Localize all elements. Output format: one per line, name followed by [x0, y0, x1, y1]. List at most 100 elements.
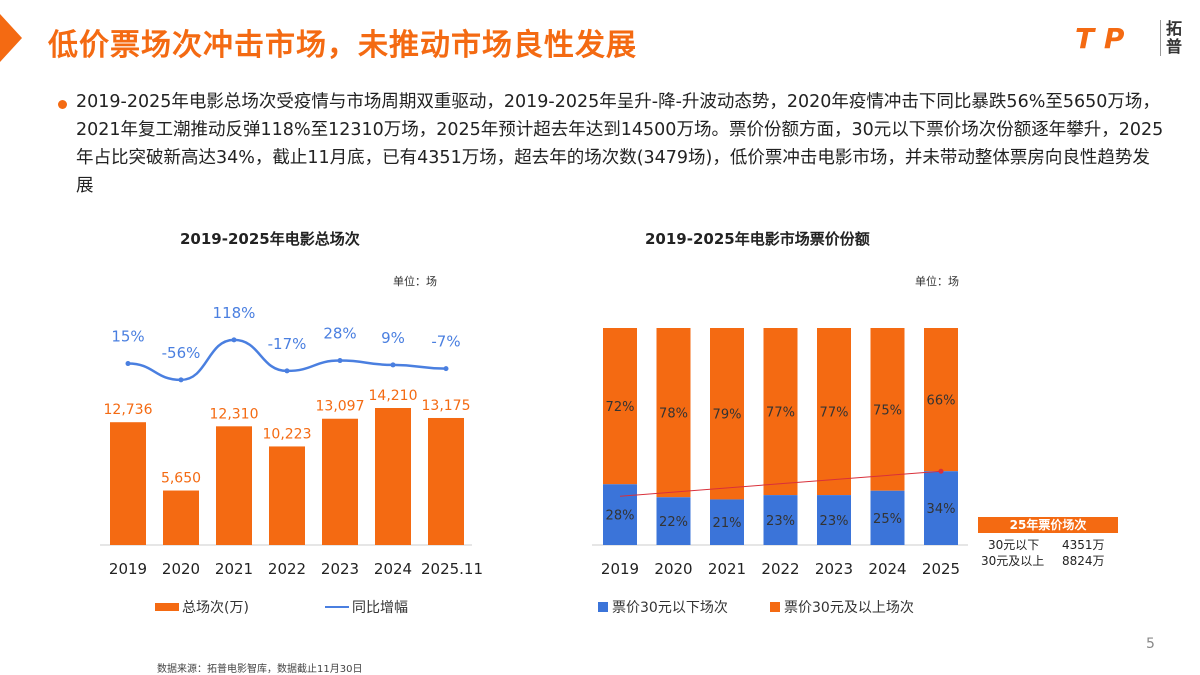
- bar: [216, 426, 252, 545]
- bar-data-label: 5,650: [161, 471, 201, 487]
- x-tick-label: 2021: [215, 560, 253, 578]
- bar: [428, 417, 464, 545]
- legend-item-low: 票价30元以下场次: [598, 597, 728, 617]
- chart1-title: 2019-2025年电影总场次: [180, 230, 360, 248]
- x-tick-label: 2020: [654, 560, 692, 578]
- summary-text: 2019-2025年电影总场次受疫情与市场周期双重驱动，2019-2025年呈升…: [76, 92, 1164, 196]
- bar-segment-low: [817, 495, 851, 545]
- chart1-unit: 单位：场: [393, 275, 437, 288]
- bar-segment-high: [924, 328, 958, 472]
- segment-label: 66%: [927, 394, 956, 409]
- legend-label: 同比增幅: [352, 600, 408, 616]
- line-data-label: -56%: [162, 344, 201, 362]
- x-tick-label: 2019: [601, 560, 639, 578]
- line-data-label: 28%: [323, 325, 356, 343]
- x-tick-label: 2021: [708, 560, 746, 578]
- segment-label: 79%: [713, 408, 742, 423]
- x-tick-label: 2023: [321, 560, 359, 578]
- bar: [110, 422, 146, 545]
- legend-label: 票价30元以下场次: [612, 600, 728, 616]
- legend-label: 票价30元及以上场次: [784, 600, 914, 616]
- side-table-label: 30元及以上: [981, 554, 1045, 568]
- legend-swatch: [598, 602, 608, 612]
- segment-label: 28%: [606, 509, 635, 524]
- line-point: [337, 358, 343, 364]
- data-source: 数据来源：拓普电影智库，数据截止11月30日: [157, 664, 363, 675]
- bar-segment-low: [924, 471, 958, 545]
- legend-item-high: 票价30元及以上场次: [770, 597, 914, 617]
- line-point: [125, 361, 131, 367]
- line-data-label: -17%: [268, 335, 307, 353]
- bar-data-label: 14,210: [369, 388, 418, 404]
- title-arrow-icon: [0, 14, 22, 62]
- segment-label: 25%: [873, 512, 902, 527]
- x-tick-label: 2019: [109, 560, 147, 578]
- bar-segment-low: [603, 484, 637, 545]
- x-tick-label: 2025.11: [421, 560, 483, 578]
- line-point: [178, 377, 184, 383]
- segment-label: 77%: [766, 406, 795, 421]
- side-table-value: 4351万: [1062, 538, 1105, 552]
- trend-point: [938, 468, 944, 474]
- bar-segment-high: [870, 328, 905, 491]
- segment-label: 21%: [713, 516, 742, 531]
- segment-label: 23%: [766, 514, 795, 529]
- bar: [269, 446, 305, 545]
- x-tick-label: 2025: [922, 560, 960, 578]
- segment-label: 78%: [659, 407, 688, 422]
- segment-label: 77%: [820, 406, 849, 421]
- bullet-icon: [58, 100, 67, 109]
- x-tick-label: 2024: [868, 560, 906, 578]
- legend-item-line: 同比增幅: [325, 597, 408, 617]
- bar: [375, 408, 411, 545]
- line-data-label: -7%: [431, 333, 460, 351]
- chart2-unit: 单位：场: [915, 275, 959, 288]
- bar-segment-low: [710, 499, 744, 545]
- legend-label: 总场次(万): [182, 600, 249, 616]
- bar-data-label: 12,310: [210, 406, 259, 422]
- line-point: [284, 368, 290, 374]
- side-table-label: 30元以下: [988, 538, 1040, 552]
- line-data-label: 15%: [111, 328, 144, 346]
- page-number: 5: [1146, 636, 1155, 652]
- legend-line-icon: [325, 606, 349, 608]
- x-tick-label: 2020: [162, 560, 200, 578]
- segment-label: 22%: [659, 515, 688, 530]
- segment-label: 72%: [606, 400, 635, 415]
- chart2-title: 2019-2025年电影市场票价份额: [645, 230, 870, 248]
- bar-segment-high: [710, 328, 744, 500]
- page-title: 低价票场次冲击市场，未推动市场良性发展: [48, 28, 637, 63]
- segment-label: 23%: [820, 514, 849, 529]
- logo: T P: [1075, 22, 1125, 55]
- legend-swatch: [155, 603, 179, 611]
- bar-segment-low: [870, 490, 905, 545]
- bar-data-label: 10,223: [263, 426, 312, 442]
- legend-swatch: [770, 602, 780, 612]
- x-tick-label: 2022: [761, 560, 799, 578]
- line-data-label: 118%: [213, 304, 256, 322]
- bar: [322, 418, 358, 545]
- bar-segment-high: [656, 328, 691, 498]
- side-table-value: 8824万: [1062, 554, 1105, 568]
- bar-segment-high: [817, 328, 851, 496]
- line-point: [443, 366, 449, 372]
- bar-segment-high: [763, 328, 798, 496]
- bar-segment-low: [763, 495, 798, 545]
- legend-item-bar: 总场次(万): [155, 597, 249, 617]
- logo-text: 拓普: [1160, 20, 1186, 56]
- line-data-label: 9%: [381, 329, 405, 347]
- bar-data-label: 12,736: [104, 402, 153, 418]
- bar-segment-high: [603, 328, 637, 485]
- bar-data-label: 13,175: [422, 398, 471, 414]
- line-point: [231, 337, 237, 343]
- x-tick-label: 2022: [268, 560, 306, 578]
- segment-label: 34%: [927, 502, 956, 517]
- bar-data-label: 13,097: [316, 399, 365, 415]
- bar: [163, 490, 199, 545]
- segment-label: 75%: [873, 403, 902, 418]
- x-tick-label: 2023: [815, 560, 853, 578]
- x-tick-label: 2024: [374, 560, 412, 578]
- trend-line: [619, 470, 942, 497]
